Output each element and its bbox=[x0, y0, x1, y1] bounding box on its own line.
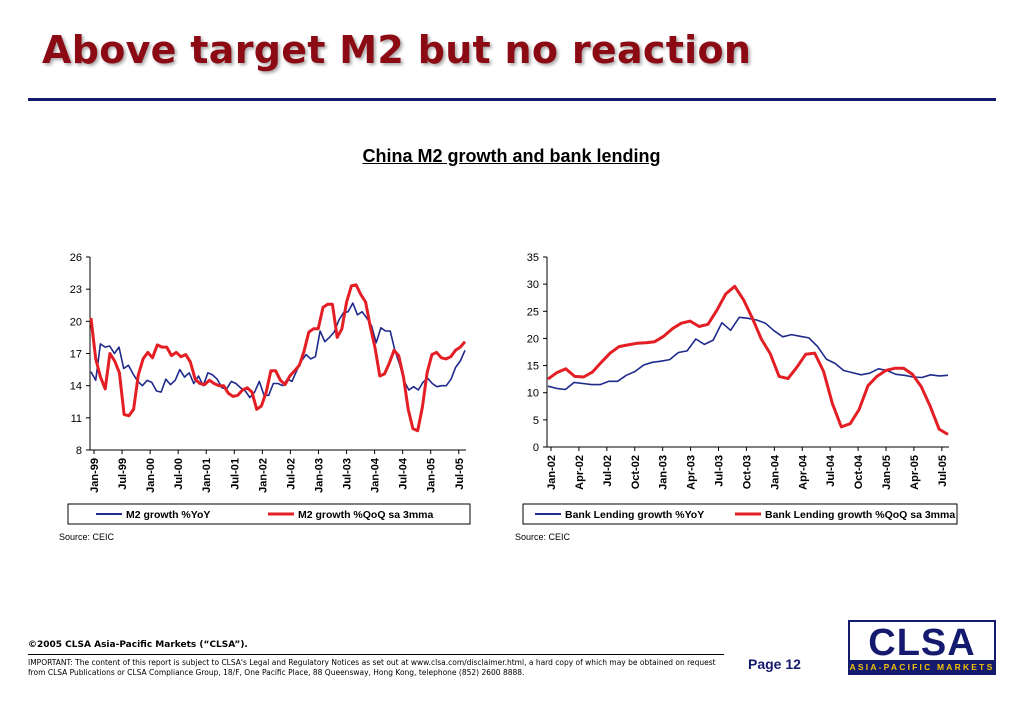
m2-growth-chart: 8 11 14 17 20 23 26 Jan-99 Jul-99 Jan-00 Jul-00 Jan… bbox=[67, 252, 471, 525]
x-tick-label: Jan-00 bbox=[145, 458, 157, 493]
x-tick-label: Oct-04 bbox=[853, 454, 865, 489]
x-tick-label: Jul-01 bbox=[229, 458, 241, 490]
x-tick-label: Jan-01 bbox=[201, 458, 213, 493]
title-rule bbox=[28, 98, 996, 101]
disclaimer: IMPORTANT: The content of this report is… bbox=[28, 658, 716, 677]
x-tick-label: Apr-04 bbox=[797, 454, 809, 490]
y-tick-label: 11 bbox=[71, 413, 82, 425]
y-tick-label: 25 bbox=[527, 306, 539, 318]
x-tick-label: Jan-02 bbox=[546, 455, 558, 490]
x-tick-label: Jan-04 bbox=[370, 457, 382, 493]
y-tick-label: 5 bbox=[533, 415, 539, 427]
x-tick-label: Oct-03 bbox=[741, 455, 753, 489]
y-tick-label: 26 bbox=[70, 252, 82, 264]
x-tick-label: Jul-05 bbox=[937, 455, 949, 487]
x-tick-label: Jul-03 bbox=[714, 455, 726, 487]
y-tick-label: 30 bbox=[527, 279, 539, 291]
x-tick-label: Jan-05 bbox=[881, 455, 893, 490]
copyright: ©2005 CLSA Asia-Pacific Markets (“CLSA”)… bbox=[28, 640, 248, 650]
y-tick-label: 23 bbox=[70, 284, 82, 296]
x-tick-label: Jul-04 bbox=[398, 457, 410, 490]
y-tick-label: 20 bbox=[70, 316, 82, 328]
x-tick-label: Jan-02 bbox=[257, 458, 269, 493]
x-tick-label: Jul-02 bbox=[602, 455, 614, 487]
series-line-m2-growth-yoy bbox=[90, 302, 466, 399]
y-tick-label: 10 bbox=[527, 388, 539, 400]
y-tick-label: 0 bbox=[533, 442, 539, 454]
x-tick-label: Jan-04 bbox=[769, 454, 781, 490]
legend-label: M2 growth %YoY bbox=[126, 509, 210, 521]
slide-title: Above target M2 but no reaction bbox=[42, 28, 752, 72]
y-tick-label: 35 bbox=[527, 252, 539, 264]
y-tick-label: 8 bbox=[76, 445, 82, 457]
x-tick-label: Jul-03 bbox=[342, 458, 354, 490]
clsa-logo: CLSA ASIA-PACIFIC MARKETS bbox=[848, 620, 996, 675]
x-tick-label: Apr-05 bbox=[909, 455, 921, 490]
legend-label: Bank Lending growth %QoQ sa 3mma bbox=[765, 509, 955, 521]
logo-main: CLSA bbox=[848, 620, 996, 664]
x-tick-label: Jan-03 bbox=[658, 455, 670, 490]
y-tick-label: 15 bbox=[527, 361, 539, 373]
x-tick-label: Jul-05 bbox=[454, 458, 466, 490]
y-tick-label: 17 bbox=[70, 349, 82, 361]
x-tick-label: Jul-00 bbox=[173, 458, 185, 490]
x-tick-label: Apr-02 bbox=[574, 455, 586, 490]
x-tick-label: Jul-04 bbox=[825, 454, 837, 487]
series-line-m2-growth-qoq-sa-3mma bbox=[89, 283, 467, 433]
x-tick-label: Jan-99 bbox=[89, 458, 101, 493]
bank-lending-chart: 0 5 10 15 20 25 30 35 Jan-02 Apr-02 Jul-02 Oct-02 Ja… bbox=[522, 252, 958, 525]
x-tick-label: Jul-02 bbox=[285, 458, 297, 490]
x-tick-label: Jan-03 bbox=[313, 458, 325, 493]
x-tick-label: Apr-03 bbox=[686, 455, 698, 490]
legend-label: Bank Lending growth %YoY bbox=[565, 509, 704, 521]
legend-label: M2 growth %QoQ sa 3mma bbox=[298, 509, 434, 521]
y-tick-label: 20 bbox=[527, 333, 539, 345]
x-tick-label: Oct-02 bbox=[630, 455, 642, 489]
page-number: Page 12 bbox=[748, 656, 801, 672]
chart-source-right: Source: CEIC bbox=[515, 532, 571, 542]
section-heading: China M2 growth and bank lending bbox=[0, 146, 1023, 167]
chart-source-left: Source: CEIC bbox=[59, 532, 115, 542]
series-line-bank-lending-growth-qoq-sa-3mma bbox=[547, 284, 949, 436]
y-tick-label: 14 bbox=[70, 381, 82, 393]
series-line-bank-lending-growth-yoy bbox=[547, 316, 949, 391]
x-tick-label: Jul-99 bbox=[117, 458, 129, 490]
x-tick-label: Jan-05 bbox=[426, 458, 438, 493]
logo-sub: ASIA-PACIFIC MARKETS bbox=[848, 660, 996, 675]
footer-rule bbox=[28, 654, 724, 655]
section-heading-text: China M2 growth and bank lending bbox=[362, 146, 661, 166]
